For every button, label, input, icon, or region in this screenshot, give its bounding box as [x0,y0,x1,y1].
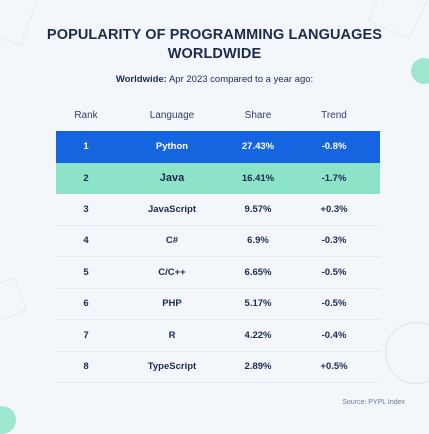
header-share: Share [244,110,272,121]
source-note: Source: PYPL Index [342,399,405,406]
share-cell: 16.41% [241,172,275,184]
trend-cell: -1.7% [321,172,347,184]
language-cell: TypeScript [147,361,197,373]
subtitle-label: Worldwide: [115,74,167,85]
share-cell: 6.65% [244,266,272,278]
trend-cell: -0.5% [321,266,347,278]
trend-cell: -0.4% [321,329,347,341]
share-cell: 27.43% [241,141,275,153]
share-cell: 5.17% [244,298,272,310]
chart-title: POPULARITY OF PROGRAMMING LANGUAGES WORL… [46,27,383,62]
header-language: Language [149,110,195,121]
table-row: 1 Python 27.43% -0.8% [56,131,380,163]
rank-cell: 3 [83,203,89,215]
decorative-circle [0,406,16,434]
language-cell: Python [155,141,189,153]
rank-cell: 7 [83,329,89,341]
rank-cell: 6 [83,298,89,310]
header-trend: Trend [321,110,347,121]
table-row: 4 C# 6.9% -0.3% [56,226,380,257]
rank-cell: 5 [83,266,89,278]
chart-subtitle: Worldwide: Apr 2023 compared to a year a… [0,74,429,85]
decorative-ring [385,322,429,384]
subtitle-text: Apr 2023 compared to a year ago: [166,74,314,85]
table-row: 5 C/C++ 6.65% -0.5% [56,257,380,289]
table-row: 7 R 4.22% -0.4% [56,320,380,352]
trend-cell: -0.3% [321,235,347,247]
language-cell: C# [165,235,179,247]
rank-cell: 4 [83,235,89,247]
ranking-table: Rank Language Share Trend 1 Python 27.43% -… [56,100,380,383]
language-cell: PHP [162,298,182,310]
table-row: 8 TypeScript 2.89% +0.5% [56,352,380,383]
language-cell: JavaScript [147,203,197,215]
language-cell: R [168,329,176,341]
language-cell: C/C++ [158,266,186,278]
header-rank: Rank [74,110,98,121]
share-cell: 2.89% [244,361,272,373]
table-row: 2 Java 16.41% -1.7% [56,162,380,194]
table-header: Rank Language Share Trend [56,100,380,131]
trend-cell: -0.8% [321,141,347,153]
table-body: 1 Python 27.43% -0.8% 2 Java 16.41% -1.7% 3 JavaS… [56,131,380,383]
table-row: 6 PHP 5.17% -0.5% [56,289,380,320]
trend-cell: +0.3% [320,203,348,215]
share-cell: 9.57% [244,203,272,215]
share-cell: 6.9% [247,235,269,247]
table-row: 3 JavaScript 9.57% +0.3% [56,194,380,226]
language-cell: Java [159,172,185,185]
decorative-square [0,276,28,324]
rank-cell: 8 [83,361,89,373]
rank-cell: 2 [83,172,89,184]
share-cell: 4.22% [244,329,272,341]
rank-cell: 1 [83,141,89,153]
trend-cell: +0.5% [320,361,348,373]
trend-cell: -0.5% [321,298,347,310]
